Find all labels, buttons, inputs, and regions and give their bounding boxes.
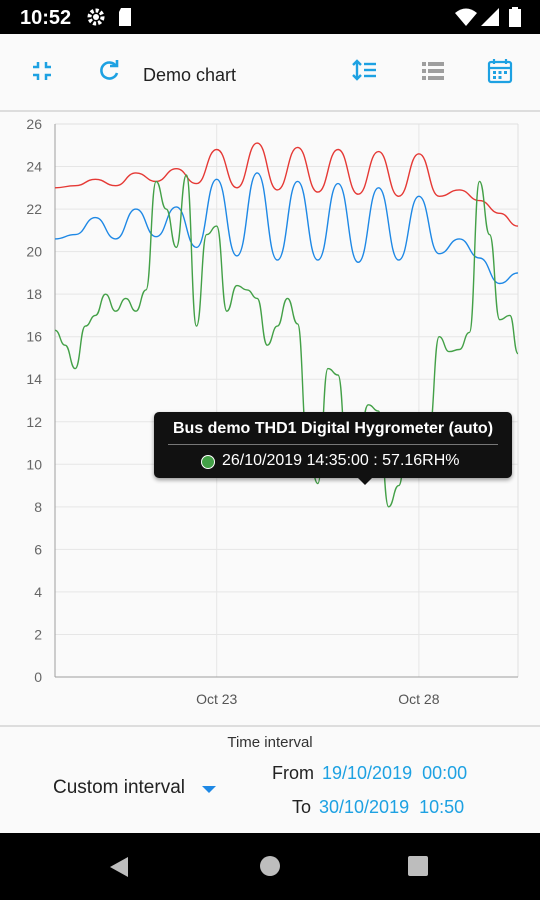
y-tick-label: 0 bbox=[34, 669, 42, 685]
y-tick-label: 14 bbox=[26, 371, 42, 387]
series-line-2 bbox=[54, 172, 519, 285]
wifi-icon bbox=[454, 6, 478, 33]
chart-tooltip: Bus demo THD1 Digital Hygrometer (auto) … bbox=[154, 412, 512, 485]
toolbar: Demo chart bbox=[0, 34, 540, 112]
interval-caption: Time interval bbox=[227, 734, 313, 751]
status-bar: 10:52 bbox=[0, 0, 540, 34]
from-datetime[interactable]: 19/10/2019 00:00 bbox=[322, 763, 468, 783]
y-tick-label: 10 bbox=[26, 456, 42, 472]
from-label: From bbox=[272, 763, 314, 783]
nav-bar bbox=[0, 833, 540, 900]
y-tick-label: 16 bbox=[26, 329, 42, 345]
to-label: To bbox=[292, 797, 312, 817]
tooltip-divider bbox=[168, 444, 498, 445]
x-tick-label: Oct 23 bbox=[196, 691, 237, 707]
y-tick-label: 6 bbox=[34, 541, 42, 557]
refresh-icon[interactable] bbox=[96, 58, 122, 84]
series-line-3 bbox=[54, 174, 519, 508]
collapse-icon[interactable] bbox=[29, 58, 55, 84]
series-line-1 bbox=[54, 142, 519, 227]
battery-icon bbox=[508, 6, 522, 33]
y-tick-label: 12 bbox=[26, 414, 42, 430]
recents-icon[interactable] bbox=[408, 856, 428, 881]
dropdown-arrow-icon[interactable] bbox=[202, 786, 216, 793]
back-icon[interactable] bbox=[108, 855, 130, 884]
tooltip-pointer bbox=[358, 478, 372, 485]
y-tick-label: 18 bbox=[26, 286, 42, 302]
chart-title: Demo chart bbox=[143, 65, 237, 85]
tooltip-title: Bus demo THD1 Digital Hygrometer (auto) bbox=[172, 420, 494, 437]
status-time: 10:52 bbox=[20, 7, 72, 29]
time-interval-panel: Time interval Custom interval From 19/10… bbox=[0, 725, 540, 835]
gear-icon bbox=[86, 6, 106, 33]
y-tick-label: 4 bbox=[34, 584, 42, 600]
sort-icon[interactable] bbox=[352, 58, 378, 84]
list-icon[interactable] bbox=[420, 58, 446, 84]
calendar-icon[interactable] bbox=[487, 58, 513, 84]
x-tick-label: Oct 28 bbox=[398, 691, 439, 707]
home-icon[interactable] bbox=[259, 855, 281, 882]
y-tick-label: 26 bbox=[26, 116, 42, 132]
series-dot-icon bbox=[201, 455, 215, 469]
chart-area[interactable]: 0 2 4 6 8 10 12 14 16 18 20 22 24 26 Oct 23 Oct 28 bbox=[0, 110, 540, 725]
signal-icon bbox=[480, 6, 500, 33]
y-tick-label: 2 bbox=[34, 626, 42, 642]
y-tick-label: 20 bbox=[26, 244, 42, 260]
interval-dropdown[interactable]: Custom interval bbox=[53, 777, 185, 798]
y-tick-label: 22 bbox=[26, 201, 42, 217]
plot-background bbox=[55, 124, 518, 677]
y-tick-label: 8 bbox=[34, 499, 42, 515]
tooltip-value: 26/10/2019 14:35:00 : 57.16RH% bbox=[222, 452, 460, 469]
sd-card-icon bbox=[116, 6, 134, 33]
y-tick-label: 24 bbox=[26, 159, 42, 175]
to-datetime[interactable]: 30/10/2019 10:50 bbox=[319, 797, 465, 817]
